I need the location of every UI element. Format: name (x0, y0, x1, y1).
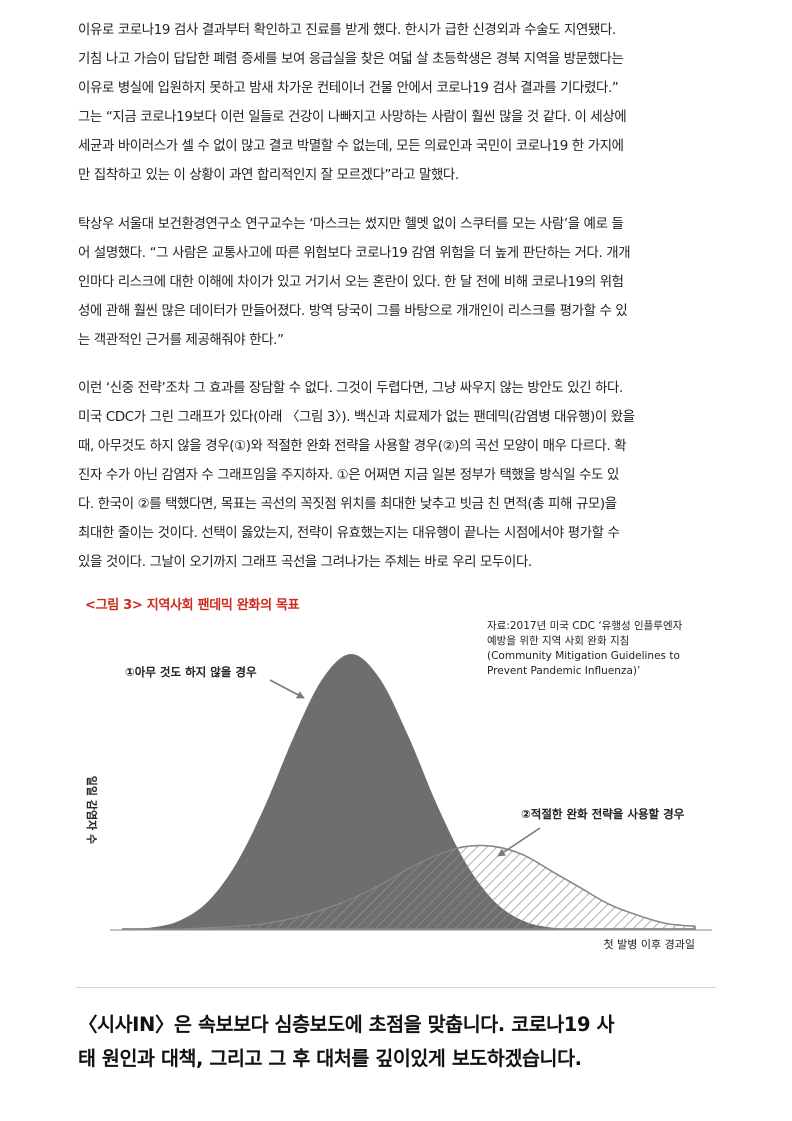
text-line: 다. 한국이 ②를 택했다면, 목표는 곡선의 꼭짓점 위치를 최대한 낮추고 … (78, 497, 617, 512)
figure-chart: 자료:2017년 미국 CDC ‘유행성 인플루엔자 예방을 위한 지역 사회 … (85, 620, 712, 951)
text-line: 그는 “지금 코로나19보다 이런 일들로 건강이 나빠지고 사망하는 사람이 … (78, 110, 627, 125)
source-note: 자료:2017년 미국 CDC ‘유행성 인플루엔자 예방을 위한 지역 사회 … (487, 620, 683, 677)
annotation-series-1: ①아무 것도 하지 않을 경우 (125, 665, 257, 679)
text-line: 때, 아무것도 하지 않을 경우(①)와 적절한 완화 전략을 사용할 경우(②… (78, 439, 627, 454)
text-line: 미국 CDC가 그린 그래프가 있다(아래 〈그림 3〉). 백신과 치료제가 … (78, 410, 635, 425)
plot-area (121, 654, 696, 930)
text-line: 만 집착하고 있는 이 상황이 과연 합리적인지 잘 모르겠다”라고 말했다. (78, 168, 459, 183)
text-line: 이런 ‘신중 전략’조차 그 효과를 장담할 수 없다. 그것이 두렵다면, 그… (78, 381, 623, 396)
publication-tagline: 〈시사IN〉은 속보보다 심층보도에 초점을 맞춥니다. 코로나19 사 태 원… (78, 1008, 728, 1076)
text-line: 인마다 리스크에 대한 이해에 차이가 있고 거기서 오는 혼란이 있다. 한 … (78, 275, 624, 290)
annotation-arrow-2 (497, 827, 541, 857)
source-line: (Community Mitigation Guidelines to (487, 650, 680, 662)
y-axis-label: 일일 감염자 수 (85, 776, 99, 844)
tagline-line: 태 원인과 대책, 그리고 그 후 대처를 깊이있게 보도하겠습니다. (78, 1047, 582, 1070)
divider (76, 987, 716, 988)
annotation-arrow-1 (269, 679, 305, 699)
text-line: 성에 관해 훨씬 많은 데이터가 만들어졌다. 방역 당국이 그를 바탕으로 개… (78, 304, 628, 319)
text-line: 있을 것이다. 그날이 오기까지 그래프 곡선을 그려나가는 주체는 바로 우리… (78, 555, 532, 570)
figure-caption: <그림 3> 지역사회 팬데믹 완화의 목표 (85, 598, 300, 613)
article-paragraph-1: 이유로 코로나19 검사 결과부터 확인하고 진료를 받게 했다. 한시가 급한… (78, 16, 718, 190)
text-line: 이유로 코로나19 검사 결과부터 확인하고 진료를 받게 했다. 한시가 급한… (78, 23, 616, 38)
text-line: 진자 수가 아닌 감염자 수 그래프임을 주지하자. ①은 어쩌면 지금 일본 … (78, 468, 619, 483)
x-axis-label: 첫 발병 이후 경과일 (604, 937, 695, 951)
text-line: 최대한 줄이는 것이다. 선택이 옳았는지, 전략이 유효했는지는 대유행이 끝… (78, 526, 620, 541)
tagline-line: 〈시사IN〉은 속보보다 심층보도에 초점을 맞춥니다. 코로나19 사 (78, 1013, 615, 1036)
source-line: 자료:2017년 미국 CDC ‘유행성 인플루엔자 (487, 620, 683, 632)
source-line: Prevent Pandemic Influenza)’ (487, 665, 640, 677)
text-line: 어 설명했다. “그 사람은 교통사고에 따른 위험보다 코로나19 감염 위험… (78, 246, 631, 261)
annotation-series-2: ②적절한 완화 전략을 사용할 경우 (521, 807, 685, 821)
series-2-outline (121, 844, 696, 930)
text-line: 탁상우 서울대 보건환경연구소 연구교수는 ‘마스크는 썼지만 헬멧 없이 스쿠… (78, 217, 624, 232)
text-line: 기침 나고 가슴이 답답한 폐렴 증세를 보여 응급실을 찾은 여덟 살 초등학… (78, 52, 624, 67)
text-line: 이유로 병실에 입원하지 못하고 밤새 차가운 컨테이너 건물 안에서 코로나1… (78, 81, 619, 96)
source-line: 예방을 위한 지역 사회 완화 지침 (487, 634, 629, 647)
article-paragraph-3: 이런 ‘신중 전략’조차 그 효과를 장담할 수 없다. 그것이 두렵다면, 그… (78, 374, 718, 577)
text-line: 는 객관적인 근거를 제공해줘야 한다.” (78, 333, 284, 348)
series-1-area (122, 654, 695, 929)
text-line: 세균과 바이러스가 셀 수 없이 많고 결코 박멸할 수 없는데, 모든 의료인… (78, 139, 624, 154)
article-paragraph-2: 탁상우 서울대 보건환경연구소 연구교수는 ‘마스크는 썼지만 헬멧 없이 스쿠… (78, 210, 718, 355)
